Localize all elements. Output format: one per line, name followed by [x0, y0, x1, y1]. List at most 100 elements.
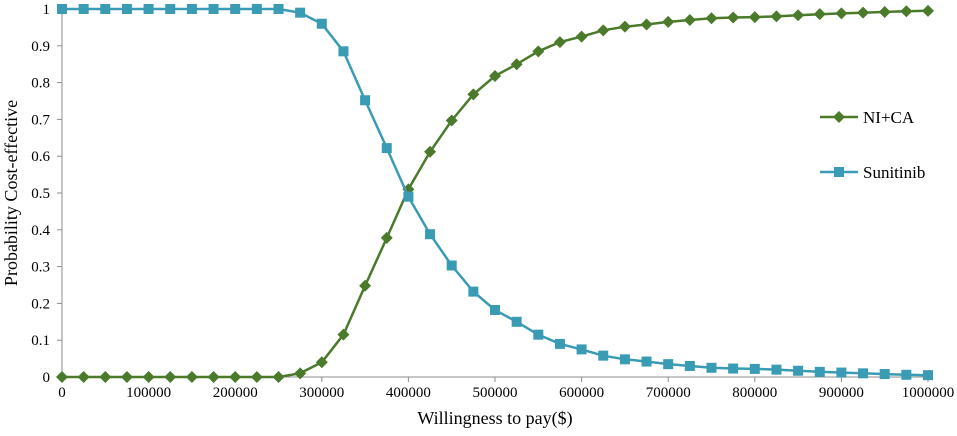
data-point-sunitinib [208, 4, 219, 14]
data-point-sunitinib [706, 362, 717, 373]
data-point-sunitinib [793, 365, 804, 376]
data-point-sunitinib [554, 338, 565, 349]
data-point-ni-ca [727, 11, 740, 24]
legend-label: NI+CA [863, 108, 915, 127]
data-point-sunitinib [858, 368, 869, 379]
data-point-ni-ca [792, 9, 805, 22]
data-point-ni-ca [640, 18, 653, 31]
data-point-ni-ca [99, 371, 112, 383]
data-point-ni-ca [813, 8, 826, 21]
data-point-sunitinib [251, 4, 262, 14]
data-point-sunitinib [619, 354, 630, 365]
y-tick-label: 0 [43, 370, 51, 386]
data-point-sunitinib [576, 344, 587, 355]
x-tick-label: 100000 [126, 385, 171, 401]
y-tick-label: 0.8 [31, 76, 50, 92]
data-point-ni-ca [922, 4, 934, 17]
data-point-ni-ca [185, 371, 198, 383]
data-point-sunitinib [78, 4, 89, 14]
legend-item-sunitinib: Sunitinib [820, 163, 925, 182]
data-point-ni-ca [359, 279, 372, 292]
data-point-sunitinib [879, 369, 890, 380]
legend: NI+CA Sunitinib [820, 108, 925, 182]
data-point-ni-ca [900, 5, 913, 18]
x-tick-label: 600000 [559, 385, 604, 401]
data-point-ni-ca [575, 30, 588, 43]
data-point-sunitinib [728, 363, 739, 374]
data-point-ni-ca [250, 371, 263, 383]
data-point-sunitinib [901, 369, 912, 380]
data-point-ni-ca [229, 371, 242, 383]
data-point-sunitinib [186, 4, 197, 14]
data-point-sunitinib [338, 46, 349, 57]
data-point-sunitinib [598, 350, 609, 361]
y-tick-label: 0.2 [31, 296, 50, 312]
data-point-sunitinib [100, 4, 111, 14]
x-axis-ticks: 0 100000 200000 300000 400000 500000 600000 700… [58, 377, 954, 401]
data-point-ni-ca [748, 11, 761, 24]
data-point-ni-ca [597, 24, 610, 37]
x-tick-label: 400000 [386, 385, 431, 401]
y-axis-ticks: 0 0.1 0.2 0.3 0.4 0.5 0.6 0.7 0.8 0.9 1 [31, 2, 62, 386]
data-point-sunitinib [121, 4, 132, 14]
data-point-ni-ca [510, 58, 523, 71]
axes [61, 9, 928, 378]
data-point-ni-ca [207, 371, 220, 383]
data-point-ni-ca [424, 145, 437, 158]
data-point-ni-ca [315, 356, 328, 369]
data-point-sunitinib [360, 95, 371, 106]
data-point-sunitinib [230, 4, 241, 14]
y-tick-label: 0.9 [31, 39, 50, 55]
x-tick-label: 1000000 [902, 385, 955, 401]
y-tick-label: 0.4 [31, 223, 50, 239]
series-ni-ca [56, 4, 934, 383]
series-layer [56, 4, 934, 383]
data-point-ni-ca [683, 14, 696, 27]
x-axis-title: Willingness to pay($) [417, 408, 572, 429]
data-point-sunitinib [468, 286, 479, 297]
data-point-ni-ca [380, 231, 393, 244]
data-point-sunitinib [295, 7, 306, 18]
data-point-sunitinib [381, 143, 392, 154]
x-tick-label: 200000 [213, 385, 258, 401]
series-line-sunitinib [62, 7, 929, 377]
data-point-ni-ca [878, 5, 891, 18]
data-point-sunitinib [533, 329, 544, 340]
y-tick-label: 0.5 [31, 186, 50, 202]
series-sunitinib [57, 4, 933, 381]
data-point-ni-ca [272, 371, 285, 383]
data-point-ni-ca [532, 45, 545, 58]
data-point-sunitinib [749, 363, 760, 374]
data-point-ni-ca [770, 10, 783, 23]
data-point-sunitinib [143, 4, 154, 14]
x-tick-label: 900000 [819, 385, 864, 401]
y-tick-label: 0.1 [31, 333, 50, 349]
data-point-ni-ca [618, 20, 631, 33]
data-point-sunitinib [446, 260, 457, 271]
data-point-ni-ca [705, 12, 718, 25]
y-tick-label: 0.6 [31, 149, 50, 165]
data-point-sunitinib [316, 18, 327, 29]
data-point-sunitinib [511, 316, 522, 327]
data-point-sunitinib [403, 191, 414, 202]
data-point-ni-ca [445, 114, 458, 127]
data-point-ni-ca [142, 371, 155, 383]
x-tick-label: 700000 [646, 385, 691, 401]
legend-item-ni-ca: NI+CA [820, 108, 915, 127]
data-point-ni-ca [662, 15, 675, 28]
data-point-sunitinib [771, 364, 782, 375]
data-point-sunitinib [57, 4, 67, 14]
data-point-ni-ca [467, 88, 480, 101]
y-tick-label: 0.3 [31, 260, 50, 276]
data-point-sunitinib [836, 367, 847, 378]
data-point-ni-ca [489, 69, 501, 82]
series-line-ni-ca [62, 9, 929, 379]
data-point-sunitinib [814, 366, 825, 377]
legend-label: Sunitinib [863, 163, 925, 182]
data-point-sunitinib [684, 360, 695, 371]
data-point-ni-ca [337, 328, 350, 341]
data-point-sunitinib [663, 359, 674, 370]
x-tick-label: 800000 [732, 385, 777, 401]
